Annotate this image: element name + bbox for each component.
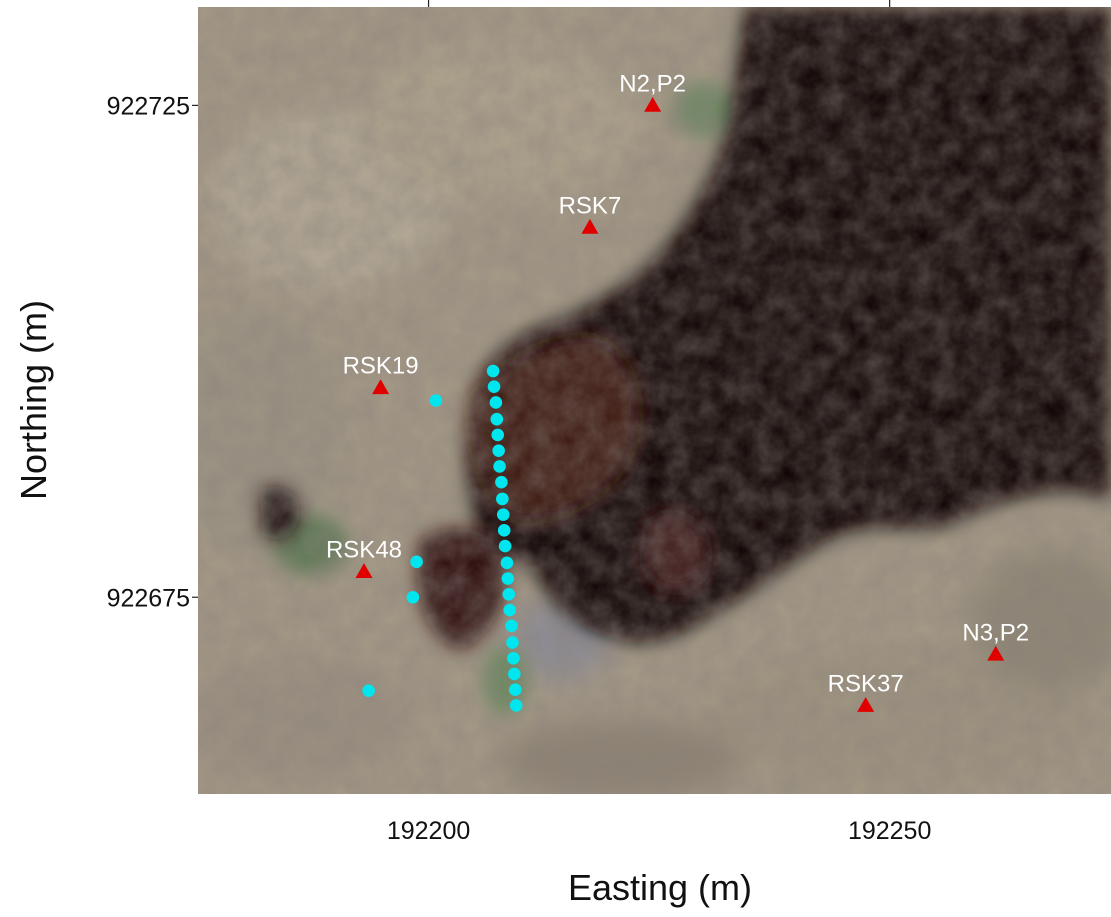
station-triangle [987,645,1005,661]
x-tick-label: 192200 [387,817,470,845]
top-ticks [427,0,891,7]
cyan-point [508,667,521,681]
cyan-point [486,364,500,378]
cyan-point [429,394,443,407]
station-label: RSK48 [326,537,402,564]
station-triangle [372,379,390,395]
cyan-point [487,380,501,394]
y-axis-title: Northing (m) [13,300,54,500]
cyan-point [508,683,522,697]
cyan-point [503,603,517,617]
y-tick-label: 922675 [107,584,190,612]
cyan-point [495,475,508,489]
station-label: N3,P2 [962,619,1029,646]
cyan-point [506,636,519,649]
cyan-point [490,412,504,426]
cyan-point [492,444,505,457]
station-triangle [644,96,662,112]
y-tick-label: 922725 [107,92,190,120]
station-label: RSK7 [559,192,622,219]
cyan-point [507,651,520,665]
cyan-point [362,684,375,698]
station-triangles-series: N2,P2 RSK7 RSK19 RSK48 RSK37 N3,P2 [326,70,1029,712]
cyan-point [509,699,523,712]
cyan-points-series [362,364,523,712]
station-label: RSK19 [343,353,419,380]
cyan-point [493,460,506,473]
x-tick-label: 192250 [848,817,931,845]
station-triangle [355,563,373,579]
aerial-image [198,7,1111,794]
cyan-point [502,587,516,601]
cyan-point [498,539,512,553]
cyan-point [496,492,509,506]
station-triangle [581,218,599,234]
cyan-point [406,590,420,604]
cyan-point [410,555,423,569]
cyan-point [500,556,514,570]
station-label: RSK37 [828,670,904,697]
station-triangle [857,696,875,712]
x-axis-title: Easting (m) [568,867,752,908]
station-label: N2,P2 [619,70,686,97]
cyan-point [489,396,503,409]
x-axis-tick-labels: 192200 192250 [387,817,932,845]
cyan-point [491,428,505,442]
cyan-point [496,508,510,521]
cyan-point [501,572,515,585]
y-axis-tick-labels: 922725 922675 [107,92,198,612]
cyan-point [497,524,511,537]
cyan-point [505,619,518,633]
